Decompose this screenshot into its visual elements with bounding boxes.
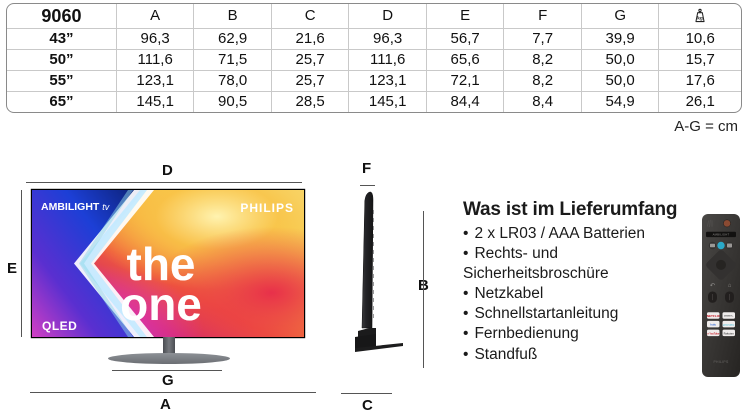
svg-text:hulu: hulu xyxy=(710,323,716,327)
svg-text:Rakuten: Rakuten xyxy=(724,331,735,335)
svg-text:►YouTube: ►YouTube xyxy=(707,332,720,335)
svg-text:⌂: ⌂ xyxy=(728,283,732,289)
svg-text:DISNEY+: DISNEY+ xyxy=(724,315,734,317)
svg-text:PHILIPS: PHILIPS xyxy=(713,360,729,364)
svg-text:AMBILIGHT: AMBILIGHT xyxy=(713,233,730,237)
svg-text:AMBILIGHT tv: AMBILIGHT tv xyxy=(41,201,110,213)
svg-text:NETFLIX: NETFLIX xyxy=(707,314,721,318)
svg-text:PHILIPS: PHILIPS xyxy=(240,201,294,215)
svg-text:kg: kg xyxy=(697,16,703,22)
svg-text:primevideo: primevideo xyxy=(723,324,735,327)
svg-text:one: one xyxy=(120,278,202,330)
svg-text:↶: ↶ xyxy=(710,283,716,290)
svg-text:QLED: QLED xyxy=(42,319,77,333)
